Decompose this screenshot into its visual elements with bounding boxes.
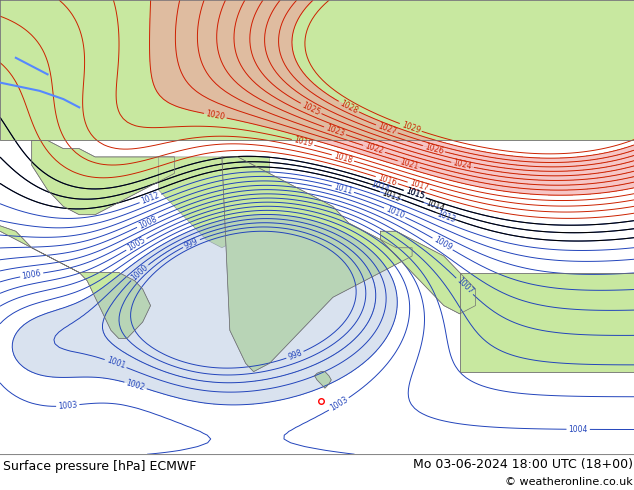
Text: 1023: 1023 xyxy=(325,123,346,138)
Text: 1013: 1013 xyxy=(436,209,457,224)
Text: 1013: 1013 xyxy=(380,188,401,203)
Text: 1022: 1022 xyxy=(363,142,384,156)
Text: 1010: 1010 xyxy=(384,204,405,220)
Text: 1024: 1024 xyxy=(452,158,473,172)
Polygon shape xyxy=(0,223,151,339)
Text: © weatheronline.co.uk: © weatheronline.co.uk xyxy=(505,477,633,487)
Text: 999: 999 xyxy=(183,236,200,250)
Text: 1020: 1020 xyxy=(205,109,226,122)
Text: Surface pressure [hPa] ECMWF: Surface pressure [hPa] ECMWF xyxy=(3,460,197,473)
Polygon shape xyxy=(158,157,269,248)
Text: 1004: 1004 xyxy=(569,425,588,434)
Polygon shape xyxy=(314,371,331,388)
Text: 1027: 1027 xyxy=(376,122,398,137)
Polygon shape xyxy=(222,157,412,371)
Text: 1029: 1029 xyxy=(400,120,421,135)
Text: 1014: 1014 xyxy=(369,180,390,195)
Polygon shape xyxy=(32,141,174,215)
Text: 1028: 1028 xyxy=(338,98,359,115)
Text: 1014: 1014 xyxy=(424,199,445,214)
Text: 1018: 1018 xyxy=(332,151,353,165)
Text: 1003: 1003 xyxy=(328,395,349,413)
Text: 1015: 1015 xyxy=(404,187,425,201)
Text: 998: 998 xyxy=(287,348,304,362)
Text: 1006: 1006 xyxy=(22,269,42,281)
Polygon shape xyxy=(0,0,634,141)
Text: 1017: 1017 xyxy=(408,178,429,193)
Text: 1012: 1012 xyxy=(140,191,161,206)
Text: 1015: 1015 xyxy=(404,187,425,201)
Text: 1002: 1002 xyxy=(125,378,146,392)
Text: 1008: 1008 xyxy=(137,214,158,231)
Text: 1019: 1019 xyxy=(293,136,313,149)
Text: 1001: 1001 xyxy=(105,356,126,371)
Text: 1026: 1026 xyxy=(424,142,444,156)
Text: 1025: 1025 xyxy=(301,100,321,117)
Text: 1016: 1016 xyxy=(376,173,398,187)
Text: 1005: 1005 xyxy=(126,236,147,253)
Text: 1000: 1000 xyxy=(129,263,150,282)
Text: 1009: 1009 xyxy=(432,235,453,253)
Text: 1003: 1003 xyxy=(58,400,78,411)
Text: 1021: 1021 xyxy=(398,157,419,171)
Polygon shape xyxy=(380,231,476,314)
Text: 1007: 1007 xyxy=(455,276,475,296)
Polygon shape xyxy=(460,272,634,371)
Text: Mo 03-06-2024 18:00 UTC (18+00): Mo 03-06-2024 18:00 UTC (18+00) xyxy=(413,458,633,471)
Text: 1011: 1011 xyxy=(332,182,353,196)
